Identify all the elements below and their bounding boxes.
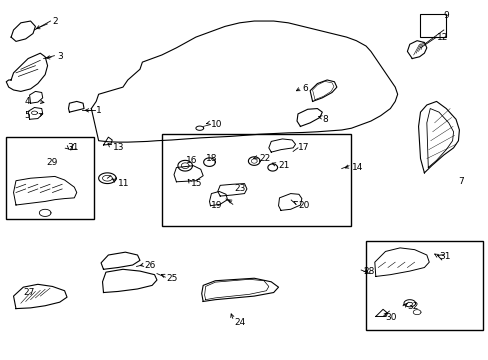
Text: 15: 15	[191, 179, 202, 188]
Text: 5: 5	[25, 111, 30, 120]
Text: 18: 18	[205, 154, 217, 163]
Text: 21: 21	[278, 161, 289, 170]
Text: 22: 22	[259, 154, 270, 163]
Text: 10: 10	[210, 120, 222, 129]
Bar	[419, 14, 446, 37]
Text: 29: 29	[46, 158, 58, 167]
Text: 23: 23	[234, 184, 245, 193]
Text: 9: 9	[443, 11, 448, 20]
Text: 25: 25	[166, 274, 178, 283]
Text: 3: 3	[57, 52, 63, 61]
Text: 12: 12	[436, 33, 447, 42]
Bar	[366, 241, 482, 330]
Text: 8: 8	[322, 115, 327, 124]
Text: 19: 19	[210, 201, 222, 210]
Text: 17: 17	[297, 143, 309, 152]
Text: 24: 24	[234, 318, 245, 327]
Text: 27: 27	[23, 288, 35, 297]
Text: 28: 28	[363, 267, 374, 276]
Text: 16: 16	[186, 156, 197, 165]
Text: 13: 13	[113, 143, 124, 152]
Text: 30: 30	[385, 313, 396, 322]
Text: 26: 26	[144, 261, 156, 270]
Text: 32: 32	[407, 302, 418, 311]
Text: 31: 31	[67, 143, 79, 152]
Text: 6: 6	[302, 84, 308, 93]
Text: 14: 14	[351, 163, 362, 172]
Bar	[162, 134, 351, 226]
Text: 11: 11	[118, 179, 129, 188]
Text: 7: 7	[458, 177, 463, 186]
Text: 1: 1	[96, 106, 102, 115]
Text: 20: 20	[297, 201, 309, 210]
Text: 4: 4	[25, 97, 30, 106]
Text: 31: 31	[438, 252, 449, 261]
Text: 2: 2	[52, 17, 58, 26]
Bar	[6, 137, 94, 219]
